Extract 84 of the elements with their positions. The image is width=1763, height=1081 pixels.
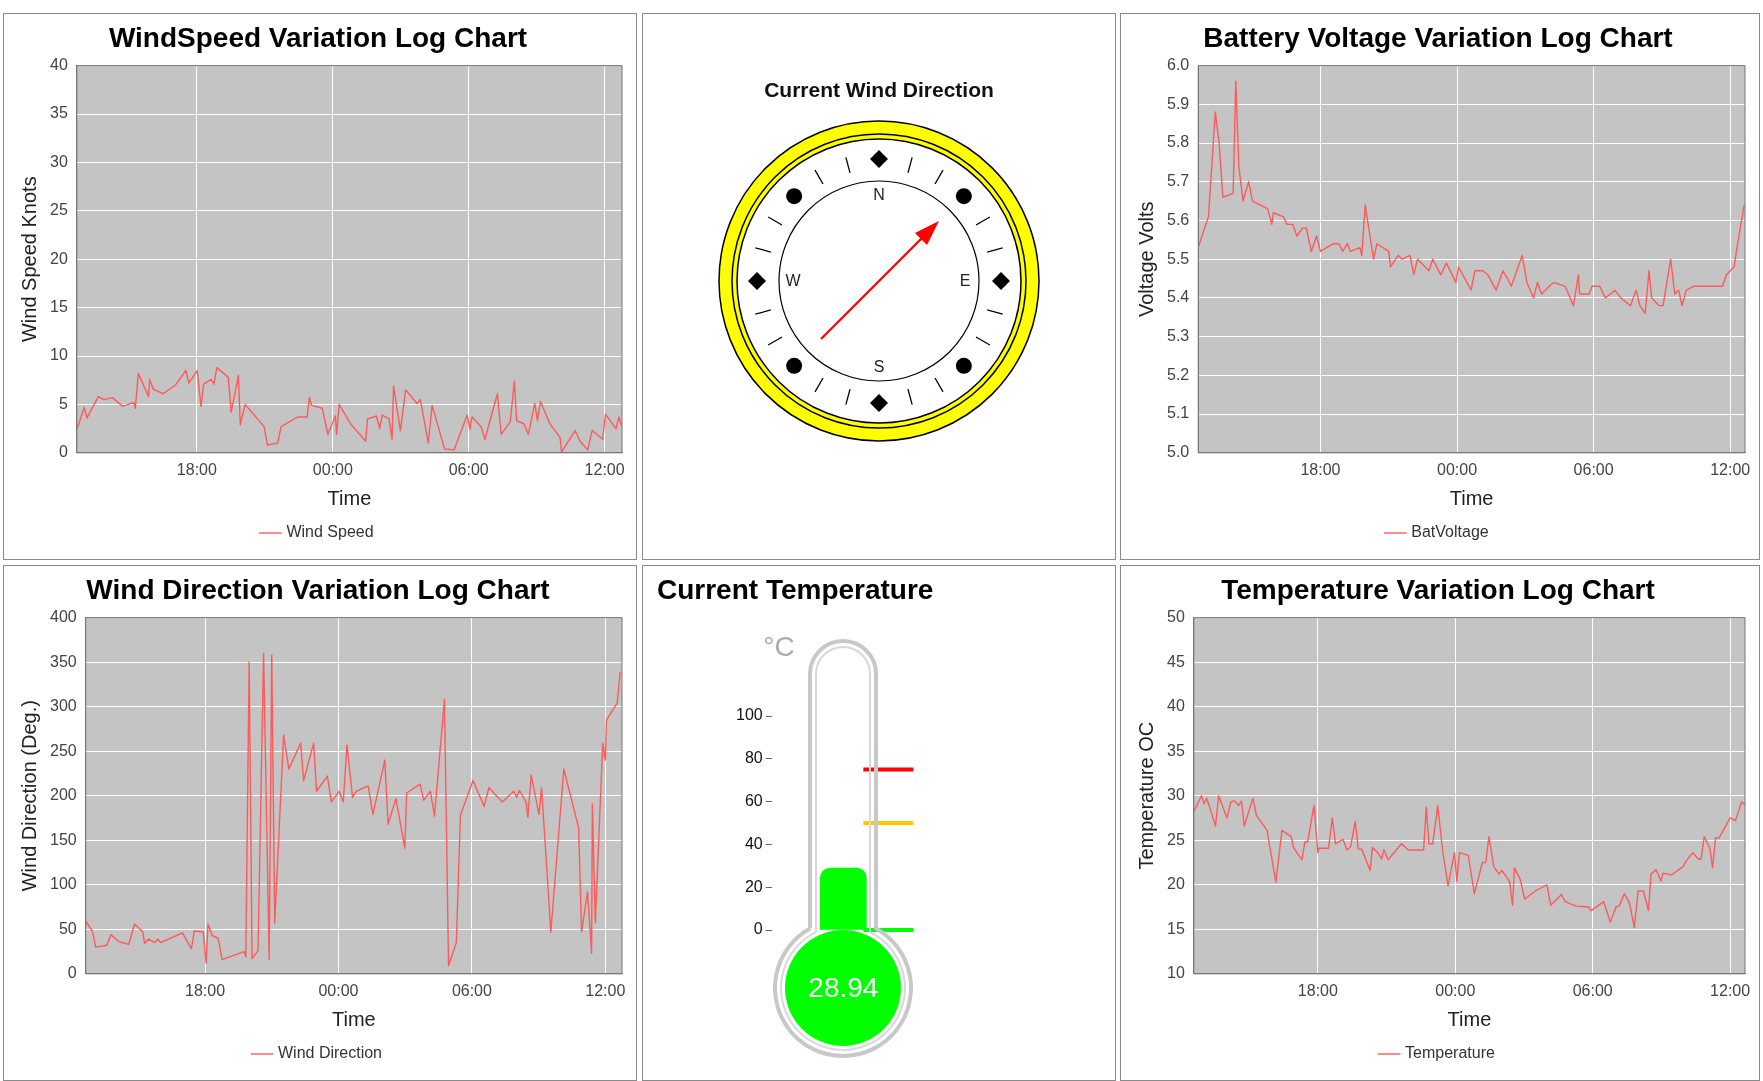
y-tick-label: 30	[1167, 786, 1185, 804]
y-tick-label: 5.4	[1166, 288, 1190, 306]
x-axis-title: Time	[332, 1007, 376, 1030]
legend-label: Wind Speed	[286, 523, 374, 541]
x-tick-label: 12:00	[585, 981, 626, 999]
y-tick-label: 5.7	[1166, 172, 1190, 190]
text: N	[873, 186, 885, 204]
y-tick-label: 100	[735, 706, 763, 724]
chart-title: Current Temperature	[657, 574, 934, 606]
y-tick-label: 5.6	[1166, 210, 1190, 228]
text: Current Wind Direction	[763, 78, 995, 102]
x-axis-title: Time	[1447, 1007, 1492, 1030]
y-tick-label: 15	[50, 298, 68, 316]
x-tick-label: 06:00	[1573, 460, 1614, 478]
x-tick-label: 12:00	[1710, 460, 1751, 478]
y-tick-label: 300	[49, 697, 77, 715]
chart-title: Wind Direction Variation Log Chart	[86, 573, 550, 605]
y-tick-label: 5.0	[1166, 443, 1190, 461]
y-tick-label: 60	[744, 792, 763, 810]
x-axis-title: Time	[1449, 486, 1494, 509]
y-tick-label: 40	[1167, 697, 1185, 715]
y-tick-label: 0	[753, 920, 763, 938]
y-tick-label: 5.2	[1166, 365, 1190, 383]
y-axis-title: Voltage Volts	[1134, 201, 1157, 318]
x-tick-label: 18:00	[1297, 981, 1338, 999]
text: S	[873, 358, 885, 376]
x-tick-label: 00:00	[1435, 981, 1476, 999]
y-tick-label: 150	[49, 830, 77, 848]
y-axis-title: °C	[763, 631, 795, 663]
y-tick-label: 5.1	[1166, 404, 1190, 422]
x-tick-label: 06:00	[1572, 981, 1613, 999]
x-tick-label: 18:00	[185, 981, 226, 999]
y-tick-label: 5.5	[1166, 249, 1190, 267]
x-tick-label: 06:00	[451, 981, 493, 999]
y-tick-label: 5.3	[1166, 327, 1190, 345]
y-tick-label: 10	[1167, 964, 1185, 982]
y-tick-label: 40	[50, 56, 68, 74]
y-tick-label: 25	[1167, 830, 1185, 848]
y-tick-label: 50	[58, 919, 77, 937]
y-tick-label: 15	[1167, 919, 1185, 937]
chart-title: Battery Voltage Variation Log Chart	[1203, 21, 1673, 53]
y-tick-label: 100	[49, 875, 77, 893]
y-tick-label: 0	[67, 964, 77, 982]
y-tick-label: 25	[50, 201, 68, 219]
text: W	[785, 272, 801, 290]
y-tick-label: 50	[1167, 608, 1185, 626]
x-tick-label: 00:00	[312, 460, 353, 478]
y-tick-label: 35	[50, 104, 68, 122]
text: E	[959, 272, 971, 290]
legend-label: Temperature	[1405, 1044, 1496, 1062]
y-tick-label: 30	[50, 152, 68, 170]
y-tick-label: 400	[49, 608, 77, 626]
y-tick-label: 10	[50, 346, 68, 364]
y-tick-label: 45	[1167, 652, 1185, 670]
y-tick-label: 5.9	[1166, 94, 1190, 112]
y-tick-label: 35	[1167, 741, 1185, 759]
y-tick-label: 0	[58, 443, 68, 461]
y-tick-label: 20	[1167, 875, 1185, 893]
x-tick-label: 12:00	[1710, 981, 1751, 999]
y-axis-title: Temperature OC	[1134, 721, 1157, 870]
x-tick-label: 18:00	[1300, 460, 1341, 478]
y-tick-label: 6.0	[1166, 56, 1190, 74]
y-tick-label: 250	[49, 741, 77, 759]
legend-label: BatVoltage	[1411, 523, 1489, 541]
y-tick-label: 20	[744, 877, 763, 895]
y-tick-label: 5.8	[1166, 133, 1190, 151]
y-tick-label: 5	[58, 394, 68, 412]
y-tick-label: 200	[49, 786, 77, 804]
y-tick-label: 20	[50, 249, 68, 267]
x-tick-label: 00:00	[1436, 460, 1478, 478]
x-tick-label: 12:00	[584, 460, 625, 478]
y-tick-label: 40	[744, 834, 763, 852]
x-tick-label: 18:00	[176, 460, 217, 478]
y-axis-title: Wind Speed Knots	[17, 176, 40, 343]
data-label: 28.94	[808, 972, 879, 1004]
y-tick-label: 350	[49, 652, 77, 670]
y-axis-title: Wind Direction (Deg.)	[17, 700, 40, 892]
x-axis-title: Time	[327, 486, 372, 509]
chart-title: WindSpeed Variation Log Chart	[108, 21, 528, 53]
x-tick-label: 00:00	[318, 981, 359, 999]
y-tick-label: 80	[744, 749, 763, 767]
x-tick-label: 06:00	[448, 460, 489, 478]
chart-title: Temperature Variation Log Chart	[1221, 573, 1655, 605]
legend-label: Wind Direction	[277, 1044, 383, 1062]
